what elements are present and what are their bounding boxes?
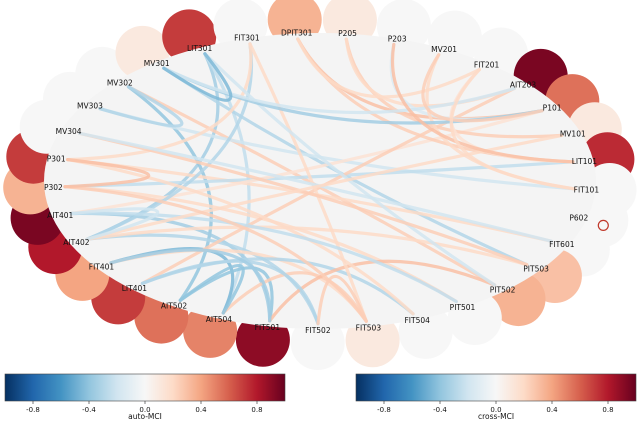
colorbar-label: cross-MCI: [478, 412, 514, 421]
node-label-lit301: LIT301: [187, 44, 213, 53]
colorbar-auto-mci: -0.8 -0.4 0.0 0.4 0.8 auto-MCI: [4, 373, 286, 421]
node-label-fit503: FIT503: [356, 324, 382, 333]
link-ait502-fit501: [178, 266, 274, 323]
node-label-dpit301: DPIT301: [281, 29, 313, 38]
node-fit502: [290, 316, 345, 370]
colorbar-gradient: [4, 373, 286, 402]
colorbar-tick-label: 0.4: [195, 406, 207, 414]
link-p302-fit503: [63, 185, 368, 323]
central-disc: [44, 33, 596, 329]
link-mv302-mv303: [98, 85, 184, 128]
node-labels-layer: DPIT301 P205 P203 MV201 FIT201 AIT203 P101 MV10…: [44, 29, 599, 336]
node-label-fit601: FIT601: [549, 240, 575, 249]
link-lit301-mv301: [162, 52, 233, 102]
node-label-fit504: FIT504: [404, 316, 430, 325]
link-fit401-fit501: [109, 248, 272, 323]
link-fit501-pit502: [268, 259, 497, 323]
link-mv304-pit503: [77, 131, 529, 267]
node-label-p203: P203: [388, 34, 407, 43]
link-mv201-p101: [421, 53, 544, 123]
link-fit301-fit503: [248, 42, 368, 323]
link-ait402-pit503: [85, 225, 529, 267]
self-loop-p602: [597, 219, 609, 231]
link-mv301-ait203: [162, 66, 516, 115]
node-label-p301: P301: [47, 155, 66, 164]
colorbar-cross-mci: -0.8 -0.4 0.0 0.4 0.8 cross-MCI: [355, 373, 637, 421]
link-fit301-p301: [66, 42, 253, 162]
link-ait401-p101: [69, 109, 544, 216]
node-label-ait401: AIT401: [47, 211, 73, 220]
link-p203-lit101: [390, 42, 575, 164]
node-label-fit502: FIT502: [305, 326, 331, 335]
link-ait401-ait402: [69, 207, 160, 241]
link-dpit301-fit201: [296, 37, 481, 99]
node-label-lit401: LIT401: [122, 284, 148, 293]
node-label-ait203: AIT203: [510, 80, 536, 89]
node-label-ait504: AIT504: [206, 315, 232, 324]
link-ait402-mv101: [85, 133, 564, 241]
colorbar-tick-label: -0.8: [377, 406, 391, 414]
link-lit401-fit502: [140, 259, 320, 326]
colorbar-tick-label: -0.8: [26, 406, 40, 414]
node-label-mv101: MV101: [560, 129, 586, 138]
node-label-ait402: AIT402: [63, 238, 89, 247]
link-p301-p302: [63, 158, 151, 189]
link-fit201-fit101: [449, 68, 577, 191]
node-label-mv301: MV301: [144, 59, 170, 68]
node-label-mv201: MV201: [431, 45, 457, 54]
node-label-pit502: PIT502: [490, 286, 516, 295]
node-label-p101: P101: [543, 104, 562, 113]
colorbar-gradient: [355, 373, 637, 402]
node-label-mv304: MV304: [56, 127, 82, 136]
colorbar-tick-label: 0.0: [139, 406, 150, 414]
link-lit301-pit502: [203, 52, 497, 287]
node-label-fit201: FIT201: [474, 61, 500, 70]
link-ait502-ait504: [178, 263, 245, 315]
node-label-p602: P602: [569, 213, 588, 222]
links-layer: [63, 37, 609, 326]
node-label-fit401: FIT401: [89, 263, 115, 272]
link-p302-lit101: [63, 160, 575, 189]
node-label-pit503: PIT503: [523, 264, 549, 273]
node-label-mv302: MV302: [107, 79, 133, 88]
node-label-pit501: PIT501: [450, 303, 476, 312]
colorbar-label: auto-MCI: [128, 412, 162, 421]
node-label-mv303: MV303: [77, 102, 103, 111]
node-label-fit101: FIT101: [574, 185, 600, 194]
node-label-ait502: AIT502: [161, 302, 187, 311]
colorbar-tick-label: 0.4: [546, 406, 558, 414]
colorbars: -0.8 -0.4 0.0 0.4 0.8 auto-MCI -0.8 -0.4 0.0 0.4 0…: [4, 373, 637, 421]
node-label-fit301: FIT301: [234, 34, 260, 43]
node-label-fit501: FIT501: [255, 323, 281, 332]
colorbar-tick-label: 0.8: [602, 406, 613, 414]
node-label-lit101: LIT101: [572, 157, 598, 166]
link-p301-fit504: [66, 158, 415, 316]
colorbar-tick-label: 0.8: [251, 406, 262, 414]
link-fit502-fit503: [316, 275, 368, 326]
colorbar-tick-label: 0.0: [490, 406, 501, 414]
node-label-p205: P205: [338, 29, 357, 38]
link-ait401-pit501: [69, 211, 458, 304]
colorbar-tick-label: -0.4: [433, 406, 447, 414]
node-label-p302: P302: [44, 183, 63, 192]
colorbar-tick-label: -0.4: [82, 406, 96, 414]
link-fit301-ait402: [85, 42, 253, 241]
